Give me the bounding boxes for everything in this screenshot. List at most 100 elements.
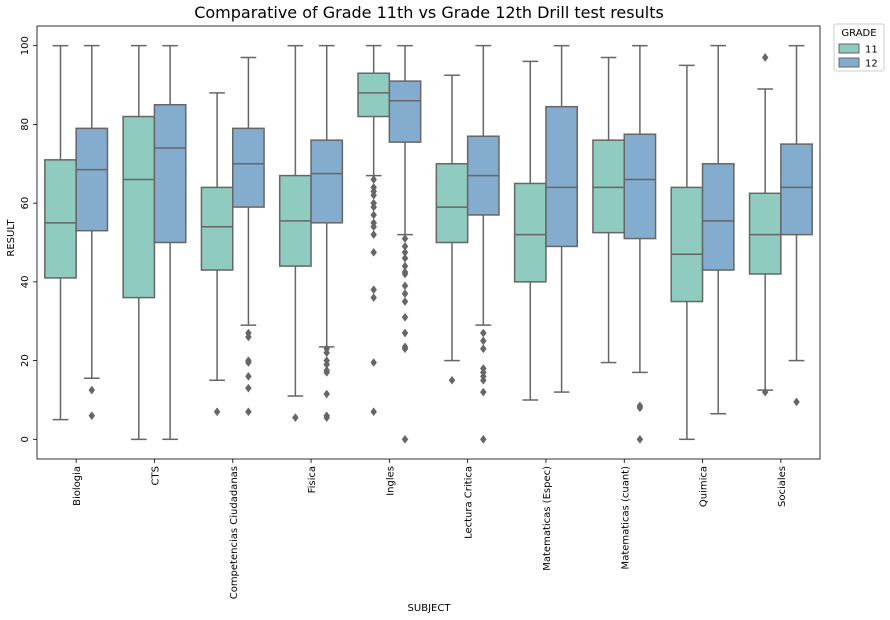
box-iqr	[122, 115, 156, 299]
y-tick-label: 20	[20, 354, 31, 367]
outlier-point	[245, 383, 252, 393]
chart-title: Comparative of Grade 11th vs Grade 12th …	[194, 3, 664, 22]
outlier-point	[401, 289, 409, 299]
box-group	[75, 44, 109, 421]
x-tick-label: CTS	[150, 466, 161, 485]
outlier-point	[479, 375, 487, 385]
legend-title: GRADE	[841, 28, 876, 39]
axes-layer: 0 20 40 60 80 100 Biologia CTS Competencias Ciud…	[20, 25, 821, 599]
outlier-point	[370, 175, 378, 184]
box-iqr	[513, 182, 547, 283]
outlier-point	[401, 297, 409, 306]
box-group	[545, 44, 579, 393]
box-iqr	[310, 139, 344, 224]
legend-swatch	[838, 57, 860, 68]
box-iqr	[435, 163, 469, 244]
box-group	[122, 44, 156, 441]
legend-swatch	[838, 43, 860, 54]
outlier-point	[323, 413, 331, 423]
box-group	[513, 60, 547, 401]
outlier-point	[479, 328, 487, 338]
outlier-point	[448, 375, 456, 385]
outlier-point	[401, 434, 409, 444]
outlier-point	[213, 407, 221, 417]
plot-frame	[36, 25, 821, 460]
box-iqr	[200, 186, 234, 271]
y-axis-label: RESULT	[6, 218, 17, 256]
x-tick-label: Matematicas (Espec)	[542, 466, 553, 571]
legend-label: 11	[865, 45, 878, 56]
box-group	[592, 56, 625, 364]
box-iqr	[232, 127, 265, 208]
legend-label: 12	[865, 59, 878, 70]
outlier-point	[370, 293, 378, 303]
box-group	[623, 44, 657, 444]
x-tick-label: Matematicas (cuant)	[620, 466, 631, 570]
x-tick-label: Lectura Critica	[464, 466, 475, 539]
box-iqr	[545, 105, 579, 248]
box-group	[232, 56, 265, 417]
box-iqr	[748, 192, 782, 275]
outlier-point	[479, 336, 487, 346]
box-group	[748, 53, 782, 397]
box-group	[670, 64, 704, 441]
legend: GRADE 11 12	[833, 23, 885, 72]
box-group	[310, 44, 344, 423]
outlier-point	[88, 411, 96, 421]
box-group	[357, 44, 391, 417]
box-group	[153, 44, 187, 441]
box-group	[435, 74, 469, 385]
outlier-point	[401, 269, 409, 279]
box-iqr	[592, 139, 625, 234]
outlier-point	[401, 344, 409, 354]
outlier-point	[370, 210, 378, 220]
box-iqr	[153, 103, 187, 244]
box-group	[388, 44, 422, 444]
x-tick-label: Quimica	[699, 466, 710, 507]
outlier-point	[636, 403, 644, 413]
outlier-point	[370, 407, 378, 417]
outlier-point	[479, 387, 487, 397]
outlier-point	[370, 285, 378, 295]
box-iqr	[44, 159, 77, 279]
outlier-point	[793, 397, 800, 407]
box-iqr	[623, 133, 657, 240]
x-tick-label: Competencias Ciudadanas	[229, 466, 240, 599]
outlier-point	[479, 344, 487, 354]
outlier-point	[245, 407, 252, 417]
outlier-point	[370, 358, 378, 367]
box-iqr	[670, 186, 704, 303]
box-group	[278, 44, 312, 423]
outlier-point	[479, 434, 487, 444]
boxes-layer	[44, 44, 813, 444]
y-tick-label: 100	[20, 36, 31, 55]
outlier-point	[245, 358, 252, 367]
y-tick-label: 40	[20, 275, 31, 288]
box-group	[780, 44, 813, 407]
y-tick-label: 80	[20, 118, 31, 131]
outlier-point	[401, 312, 409, 322]
box-iqr	[357, 72, 391, 118]
outlier-point	[245, 371, 252, 381]
box-group	[44, 44, 77, 421]
box-iqr	[701, 163, 735, 271]
box-group	[701, 44, 735, 415]
outlier-point	[323, 389, 331, 399]
x-tick-label: Fisica	[307, 466, 318, 493]
x-tick-label: Biologia	[72, 466, 83, 506]
box-iqr	[388, 80, 422, 143]
outlier-point	[761, 53, 769, 62]
x-tick-label: Ingles	[385, 466, 396, 496]
outlier-point	[370, 230, 378, 240]
box-group	[466, 44, 500, 444]
y-tick-label: 0	[20, 436, 31, 442]
outlier-point	[761, 387, 769, 397]
outlier-point	[323, 367, 331, 377]
outlier-point	[636, 434, 644, 444]
outlier-point	[370, 247, 378, 257]
x-tick-label: Sociales	[777, 466, 788, 507]
outlier-point	[401, 234, 409, 243]
box-iqr	[780, 143, 813, 236]
